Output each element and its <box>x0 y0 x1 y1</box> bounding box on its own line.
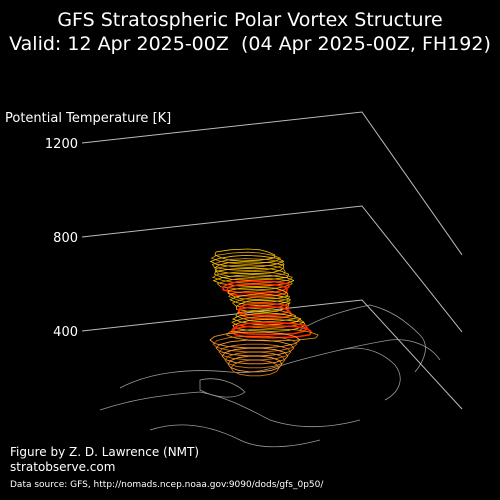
vortex <box>209 248 319 377</box>
vortex-contour <box>232 318 306 332</box>
coastline <box>99 391 361 428</box>
vortex-contour <box>210 251 281 265</box>
coastline <box>149 424 321 448</box>
level-plane <box>81 205 463 333</box>
z-tick-label: 800 <box>53 231 78 246</box>
axis-label: Potential Temperature [K] <box>5 111 171 126</box>
vortex-contour <box>209 254 284 268</box>
vortex-contour <box>212 335 298 353</box>
z-tick-label: 400 <box>53 325 78 340</box>
vortex-contour <box>228 290 291 304</box>
vortex-contour <box>221 347 289 365</box>
vortex-contour <box>228 286 289 300</box>
vortex-contour <box>230 359 280 377</box>
coastlines <box>99 304 441 448</box>
vortex-contour <box>209 331 301 349</box>
vortex-contour <box>231 312 302 326</box>
level-plane <box>81 111 463 256</box>
coastline <box>299 304 426 373</box>
vortex-contour <box>231 315 305 329</box>
coastline <box>339 347 401 401</box>
vortex-contour <box>231 296 291 310</box>
vortex-contour <box>216 277 293 291</box>
planes: 400 800 1200 <box>45 111 463 410</box>
vortex-contour <box>227 355 283 373</box>
coastline <box>119 339 441 389</box>
vortex-contour <box>235 309 297 323</box>
vortex-contour <box>235 299 290 313</box>
vortex-contour <box>211 258 285 272</box>
source: Data source: GFS, http://nomads.ncep.noa… <box>10 480 324 490</box>
z-tick-label: 1200 <box>45 137 78 152</box>
website: stratobserve.com <box>10 460 115 474</box>
vortex-contour <box>225 328 319 342</box>
credit: Figure by Z. D. Lawrence (NMT) <box>10 445 199 459</box>
chart-title: GFS Stratospheric Polar Vortex Structure <box>57 9 442 31</box>
vortex-contour <box>214 248 276 262</box>
vortex-contour <box>213 267 290 281</box>
vortex-contour <box>211 270 293 284</box>
vortex-contour <box>215 339 295 357</box>
level-plane <box>81 299 463 410</box>
vortex-contour <box>214 261 285 275</box>
chart-subtitle: Valid: 12 Apr 2025-00Z (04 Apr 2025-00Z,… <box>9 33 491 55</box>
vortex-contour <box>224 351 286 369</box>
vortex-contour <box>212 274 295 288</box>
coastline <box>199 378 246 398</box>
vortex-contour <box>218 343 292 361</box>
vortex-contour <box>229 293 291 307</box>
